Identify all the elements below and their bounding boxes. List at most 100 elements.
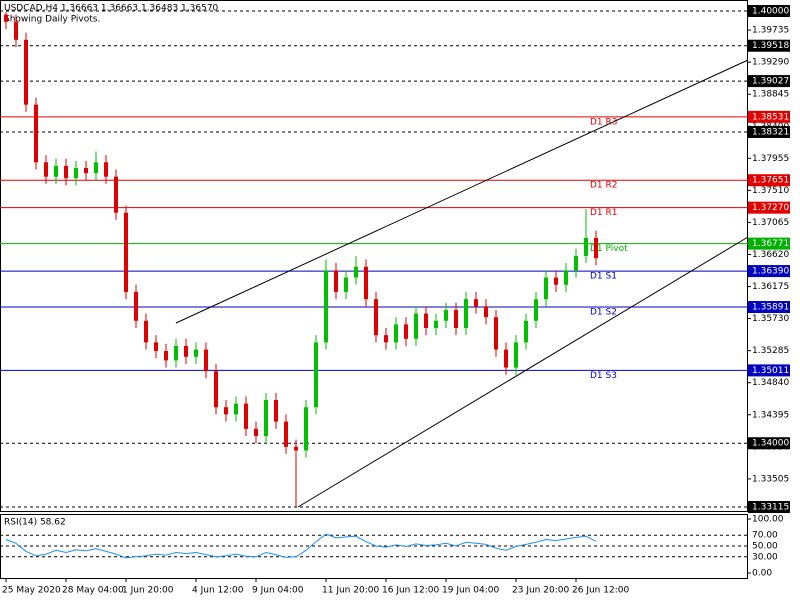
candle-body <box>144 320 148 343</box>
candle-body <box>584 237 588 256</box>
pivot-name: D1 S1 <box>590 272 617 282</box>
y-tick-label: 1.35730 <box>752 314 789 324</box>
candle-body <box>364 266 368 300</box>
pivot-value-label: 1.35011 <box>752 366 789 376</box>
candle-body <box>14 21 18 40</box>
candle-body <box>414 313 418 339</box>
candle-body <box>494 317 498 350</box>
pivot-value-label: 1.35891 <box>752 303 789 313</box>
pivot-name: D1 R3 <box>590 117 618 127</box>
y-tick-label: 1.34840 <box>752 378 789 388</box>
candle-body <box>334 270 338 292</box>
candle-body <box>134 291 138 321</box>
pivot-value-label: 1.38531 <box>752 112 789 122</box>
candle-body <box>434 320 438 328</box>
pivot-name: D1 S3 <box>590 371 617 381</box>
x-tick-label: 11 Jun 20:00 <box>322 586 379 596</box>
x-tick-label: 23 Jun 20:00 <box>512 586 569 596</box>
candle-body <box>524 320 528 343</box>
level-box <box>748 75 790 88</box>
pivot-box <box>748 174 790 187</box>
candle-body <box>544 277 548 300</box>
level-box <box>748 5 790 17</box>
candle-body <box>54 165 58 177</box>
candle-body <box>354 266 358 278</box>
candle-body <box>234 403 238 415</box>
level-box <box>748 39 790 52</box>
x-tick-label: 4 Jun 12:00 <box>192 586 244 596</box>
trendline <box>175 59 749 324</box>
x-tick-label: 28 May 04:00 <box>62 586 124 596</box>
candle-body <box>214 371 218 408</box>
x-tick-label: 1 Jun 20:00 <box>122 586 174 596</box>
candle-body <box>374 299 378 336</box>
level-box <box>748 501 790 513</box>
candle-body <box>394 324 398 343</box>
pivot-value-label: 1.37270 <box>752 203 789 213</box>
candle-body <box>254 428 258 437</box>
level-label: 1.33115 <box>752 503 789 513</box>
level-label: 1.39518 <box>752 41 789 51</box>
candle-body <box>274 400 278 422</box>
candle-body <box>94 162 98 174</box>
candle-body <box>314 342 318 408</box>
pivot-box <box>748 237 790 250</box>
candle-body <box>574 255 578 271</box>
candle-body <box>104 162 108 177</box>
pivot-value-label: 1.36771 <box>752 239 789 249</box>
candle-body <box>534 299 538 321</box>
candle-body <box>44 162 48 177</box>
main-frame <box>0 0 748 512</box>
rsi-line <box>5 533 597 559</box>
rsi-tick-label: 100.00 <box>752 515 784 525</box>
candle-body <box>184 345 188 357</box>
x-tick-label: 26 Jun 12:00 <box>572 586 629 596</box>
y-tick-label: 1.33505 <box>752 474 789 484</box>
pivot-name: D1 Pivot <box>590 244 628 254</box>
candle-body <box>124 212 128 292</box>
candle-body <box>194 349 198 357</box>
pivot-value-label: 1.37651 <box>752 176 789 186</box>
level-label: 1.39027 <box>752 77 789 87</box>
candle-body <box>154 342 158 352</box>
candle-body <box>24 39 28 105</box>
x-tick-label: 9 Jun 04:00 <box>252 586 304 596</box>
candle-body <box>454 309 458 328</box>
candle-body <box>474 299 478 307</box>
y-tick-label: 1.35285 <box>752 346 789 356</box>
candle-body <box>64 165 68 179</box>
pivot-name: D1 R1 <box>590 208 618 218</box>
y-tick-label: 1.37065 <box>752 218 789 228</box>
level-box <box>748 125 790 138</box>
level-box <box>748 437 790 450</box>
level-label: 1.38321 <box>752 127 789 137</box>
level-label: 1.34000 <box>752 439 789 449</box>
rsi-tick-label: 70.00 <box>752 531 778 541</box>
candle-body <box>484 306 488 318</box>
pivot-box <box>748 201 790 214</box>
y-tick-label: 1.36175 <box>752 282 789 292</box>
chart-subtitle: Showing Daily Pivots. <box>4 15 100 25</box>
candle-body <box>204 349 208 372</box>
candle-body <box>424 313 428 328</box>
candle-body <box>224 407 228 415</box>
pivot-name: D1 S2 <box>590 308 617 318</box>
y-tick-label: 1.37510 <box>752 186 789 196</box>
candle-body <box>74 168 78 179</box>
y-tick-label: 1.36620 <box>752 250 789 260</box>
candle-body <box>564 270 568 285</box>
candle-body <box>244 403 248 429</box>
y-tick-label: 1.34395 <box>752 410 789 420</box>
candle-body <box>444 309 448 321</box>
pivot-box <box>748 265 790 278</box>
chart-title: USDCAD,H4 1.36663 1.36663 1.36483 1.3657… <box>4 4 219 14</box>
candle-body <box>344 277 348 292</box>
candle-body <box>284 421 288 447</box>
pivot-name: D1 R2 <box>590 181 618 191</box>
y-tick-label: 1.39290 <box>752 58 789 68</box>
x-tick-label: 19 Jun 04:00 <box>442 586 499 596</box>
candle-body <box>324 270 328 343</box>
